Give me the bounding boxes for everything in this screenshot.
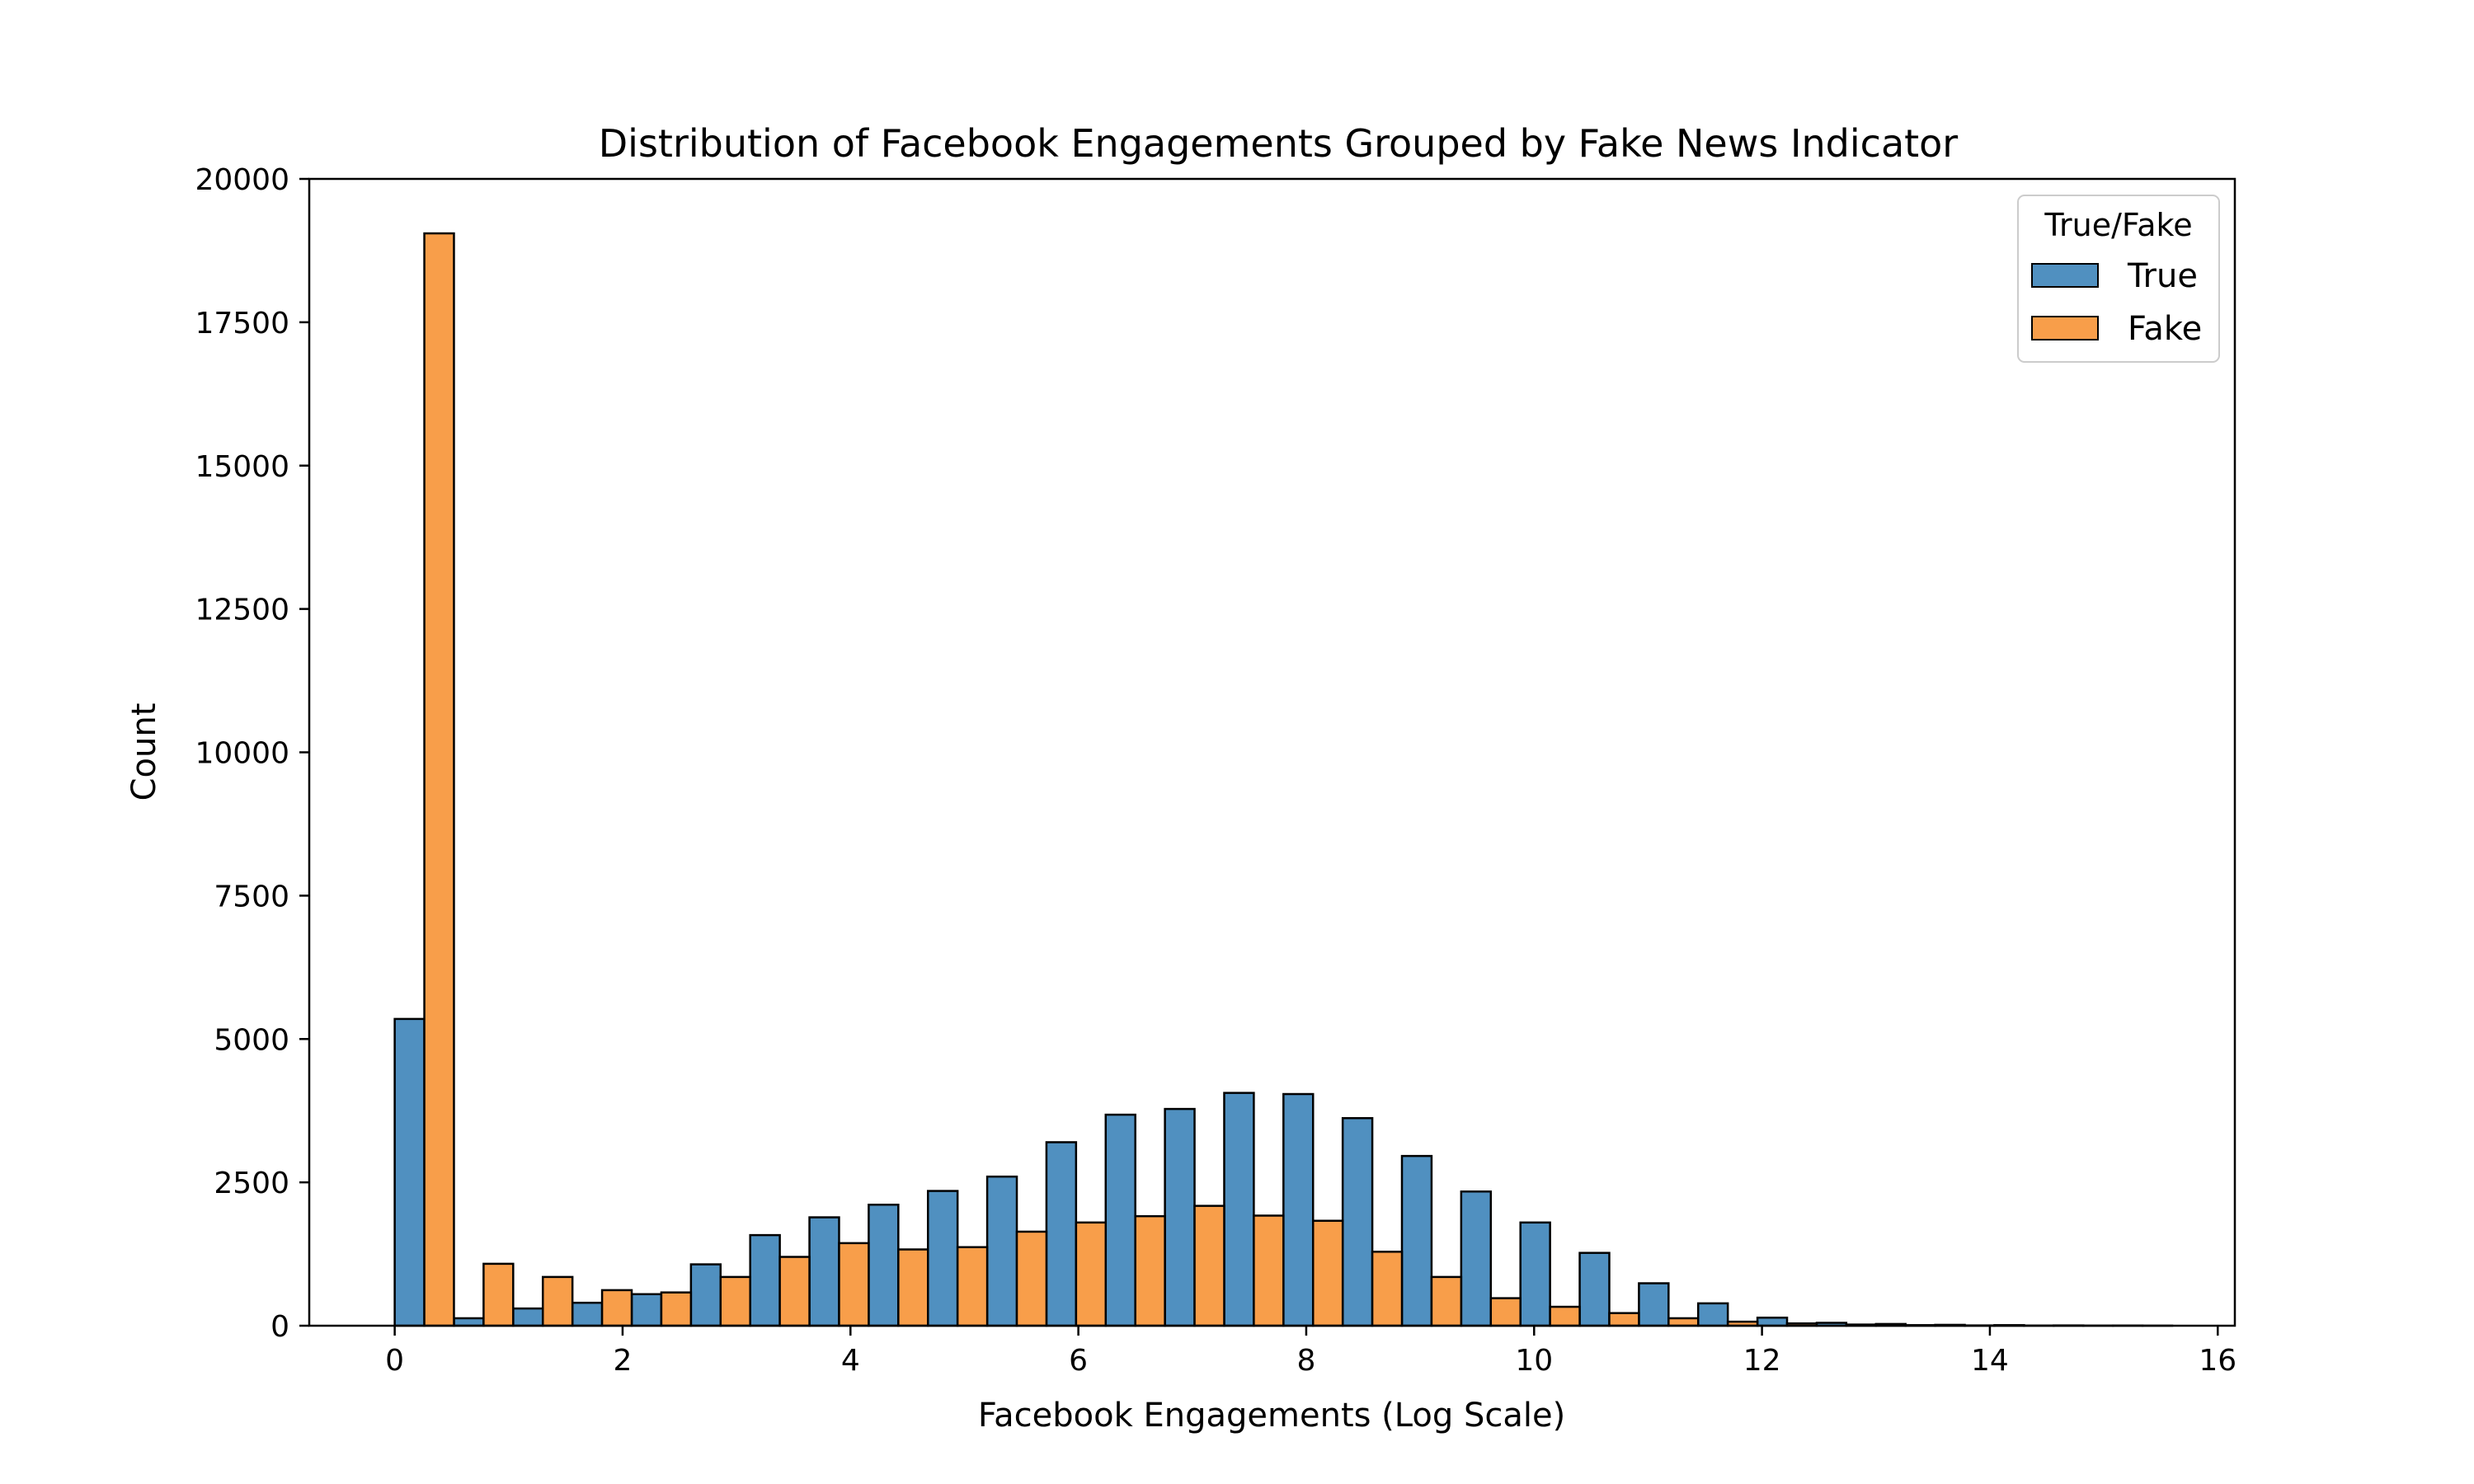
- x-tick-label: 12: [1743, 1344, 1781, 1378]
- legend-swatch-fake: [2031, 316, 2099, 340]
- legend-label-true: True: [2127, 257, 2198, 295]
- bar-fake: [719, 1275, 751, 1327]
- chart-title: Distribution of Facebook Engagements Gro…: [599, 121, 1959, 166]
- legend-swatch-true: [2031, 263, 2099, 288]
- bar-fake: [1253, 1214, 1285, 1327]
- series-fake-bars: [423, 232, 2174, 1327]
- x-tick-label: 16: [2199, 1344, 2236, 1378]
- bar-true: [749, 1233, 781, 1327]
- legend-title: True/Fake: [2044, 207, 2192, 243]
- bar-true: [512, 1307, 544, 1327]
- x-tick-label: 8: [1296, 1344, 1315, 1378]
- y-tick-label: 0: [270, 1310, 289, 1344]
- bar-fake: [897, 1248, 929, 1327]
- bar-true: [630, 1293, 663, 1327]
- y-tick-label: 12500: [195, 594, 289, 627]
- y-tick-label: 15000: [195, 450, 289, 484]
- bar-true: [1282, 1092, 1315, 1327]
- bar-true: [1045, 1141, 1078, 1327]
- series-true-bars: [393, 1017, 2144, 1327]
- bar-fake: [838, 1242, 870, 1327]
- bar-fake: [423, 232, 455, 1327]
- x-axis-label: Facebook Engagements (Log Scale): [978, 1397, 1565, 1435]
- bar-fake: [482, 1262, 515, 1327]
- x-tick-label: 4: [841, 1344, 860, 1378]
- bar-fake: [778, 1256, 811, 1327]
- bar-true: [926, 1190, 959, 1327]
- plot-frame: [308, 177, 2236, 1327]
- bar-true: [1696, 1302, 1729, 1327]
- y-tick-label: 7500: [214, 880, 289, 913]
- x-axis: 0 2 4 6 8 10 12 14 16: [385, 1326, 2236, 1378]
- bar-true: [985, 1175, 1018, 1327]
- bar-true: [689, 1263, 722, 1327]
- y-tick-label: 20000: [195, 163, 289, 197]
- bar-fake: [660, 1291, 693, 1327]
- bar-fake: [1193, 1205, 1225, 1327]
- y-axis: 0 2500 5000 7500 10000 12500 15000 17500 20000: [195, 163, 309, 1344]
- bar-true: [571, 1301, 604, 1327]
- bar-fake: [600, 1289, 633, 1327]
- bar-fake: [1430, 1275, 1463, 1327]
- bar-true: [453, 1317, 485, 1327]
- bar-true: [1400, 1154, 1433, 1327]
- bar-true: [1578, 1252, 1611, 1327]
- bar-true: [1341, 1116, 1374, 1327]
- y-axis-label: Count: [125, 703, 163, 801]
- x-tick-label: 10: [1515, 1344, 1553, 1378]
- bar-fake: [541, 1275, 574, 1327]
- bar-true: [393, 1017, 426, 1327]
- x-tick-label: 14: [1971, 1344, 2009, 1378]
- x-tick-label: 0: [385, 1344, 404, 1378]
- y-tick-label: 17500: [195, 307, 289, 340]
- bar-true: [1223, 1092, 1255, 1327]
- bar-fake: [1311, 1219, 1344, 1327]
- y-tick-label: 2500: [214, 1167, 289, 1200]
- bar-true: [1638, 1282, 1670, 1327]
- x-tick-label: 6: [1069, 1344, 1088, 1378]
- bar-fake: [1371, 1251, 1404, 1327]
- bar-true: [1756, 1317, 1789, 1327]
- legend: True/Fake True Fake: [2017, 195, 2220, 363]
- bar-fake: [1134, 1214, 1166, 1327]
- bar-fake: [1549, 1305, 1581, 1327]
- y-tick-label: 10000: [195, 737, 289, 771]
- legend-label-fake: Fake: [2128, 310, 2202, 348]
- bar-fake: [1015, 1230, 1048, 1327]
- bar-true: [1104, 1113, 1136, 1327]
- bar-true: [808, 1216, 840, 1327]
- bar-fake: [1667, 1317, 1700, 1327]
- bar-fake: [956, 1246, 989, 1327]
- x-tick-label: 2: [614, 1344, 633, 1378]
- bar-true: [1519, 1221, 1551, 1327]
- bar-fake: [1608, 1312, 1640, 1327]
- bar-fake: [1489, 1297, 1522, 1327]
- bar-true: [1460, 1190, 1493, 1327]
- bar-true: [868, 1204, 900, 1327]
- bar-fake: [1075, 1221, 1108, 1327]
- bar-true: [1164, 1107, 1196, 1327]
- y-tick-label: 5000: [214, 1023, 289, 1057]
